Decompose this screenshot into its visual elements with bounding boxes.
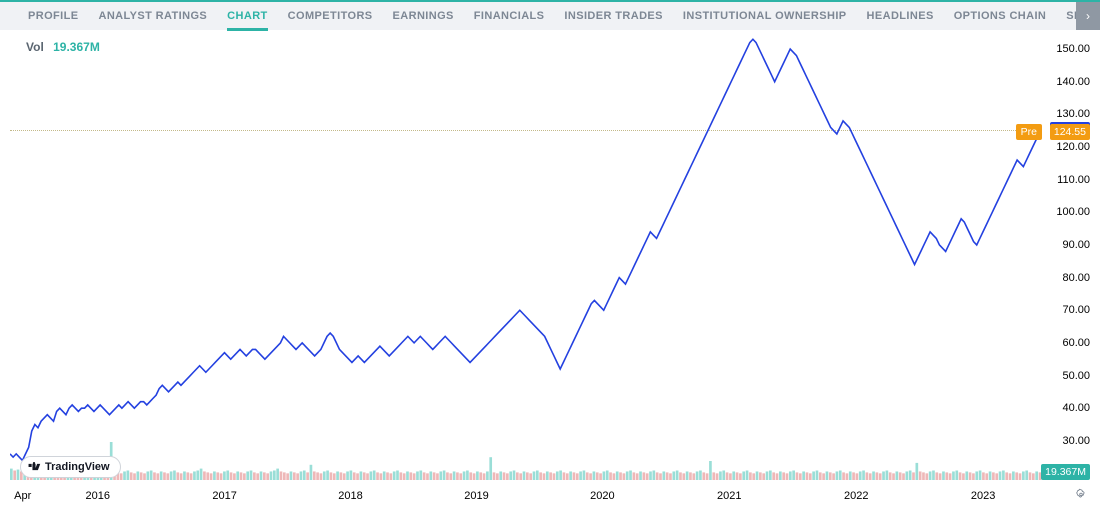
x-tick: 2017 [212,490,236,502]
tab-earnings[interactable]: EARNINGS [383,2,464,30]
y-tick: 110.00 [1057,174,1090,186]
x-tick: 2021 [717,490,741,502]
tab-profile[interactable]: PROFILE [18,2,88,30]
y-tick: 70.00 [1062,304,1090,316]
price-line [10,39,1042,460]
x-tick: 2022 [844,490,868,502]
x-tick: 2016 [85,490,109,502]
y-tick: 120.00 [1056,141,1090,153]
y-tick: 40.00 [1062,402,1090,414]
tab-bar: PROFILEANALYST RATINGSCHARTCOMPETITORSEA… [0,0,1100,30]
y-tick: 90.00 [1062,239,1090,251]
x-tick: 2023 [971,490,995,502]
y-tick: 50.00 [1062,370,1090,382]
tab-competitors[interactable]: COMPETITORS [278,2,383,30]
y-tick: 130.00 [1056,108,1090,120]
tradingview-icon [27,460,41,474]
x-tick: Apr [14,490,31,502]
time-axis: Apr 2016 2017 2018 2019 2020 2021 2022 2023 [10,486,1042,502]
tab-institutional-ownership[interactable]: INSTITUTIONAL OWNERSHIP [673,2,857,30]
y-tick: 80.00 [1062,272,1090,284]
tab-headlines[interactable]: HEADLINES [857,2,944,30]
x-tick: 2018 [338,490,362,502]
settings-icon[interactable] [1074,488,1088,502]
tradingview-label: TradingView [45,461,110,473]
y-tick: 30.00 [1062,435,1090,447]
tradingview-attribution[interactable]: TradingView [20,456,121,478]
y-tick: 100.00 [1056,206,1090,218]
tab-chart[interactable]: CHART [217,2,278,30]
price-axis: 20.0030.0040.0050.0060.0070.0080.0090.00… [1042,36,1090,480]
chart-area: Vol 19.367M 20.0030.0040.0050.0060.0070.… [10,36,1090,514]
price-chart[interactable] [10,36,1042,480]
pre-price-badge: 124.55 [1050,124,1090,140]
y-tick: 140.00 [1056,76,1090,88]
volume-axis-badge: 19.367M [1041,464,1090,480]
tab-financials[interactable]: FINANCIALS [464,2,555,30]
tab-scroll-right[interactable]: › [1076,2,1100,30]
x-tick: 2019 [464,490,488,502]
tab-options-chain[interactable]: OPTIONS CHAIN [944,2,1057,30]
y-tick: 60.00 [1062,337,1090,349]
y-tick: 150.00 [1056,43,1090,55]
pre-market-tag: Pre [1016,124,1042,140]
tab-analyst-ratings[interactable]: ANALYST RATINGS [88,2,217,30]
volume-bars [10,442,1041,480]
tab-insider-trades[interactable]: INSIDER TRADES [554,2,673,30]
x-tick: 2020 [590,490,614,502]
